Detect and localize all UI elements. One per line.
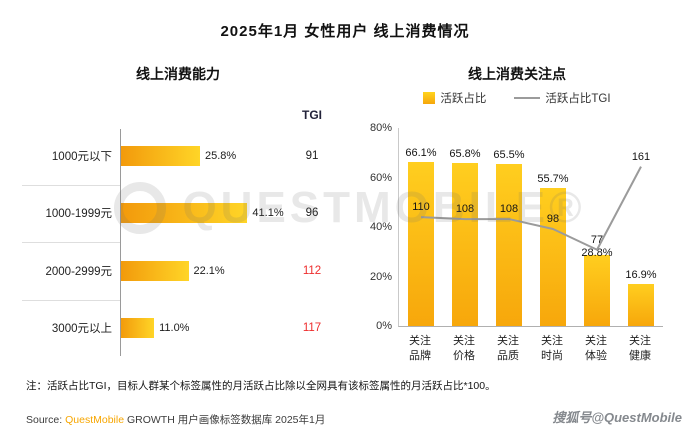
bar bbox=[540, 188, 566, 326]
x-axis-label-line: 时尚 bbox=[541, 349, 563, 362]
x-axis-label: 关注 品质 bbox=[484, 334, 532, 364]
tgi-value: 96 bbox=[305, 207, 319, 220]
value-label: 41.1% bbox=[252, 207, 284, 220]
watermark-bottom-right: 搜狐号@QuestMobile bbox=[552, 410, 682, 425]
x-axis-label-line: 价格 bbox=[453, 349, 475, 362]
legend-item-bar: 活跃占比 bbox=[423, 90, 486, 106]
legend-item-line: 活跃占比TGI bbox=[514, 90, 611, 106]
tgi-value: 91 bbox=[305, 149, 319, 162]
y-axis-tick: 20% bbox=[369, 270, 392, 283]
left-chart-row: 1000元以下 25.8% 91 bbox=[22, 127, 334, 185]
x-axis-label-line: 健康 bbox=[629, 349, 651, 362]
source-rest: GROWTH 用户画像标签数据库 2025年1月 bbox=[124, 414, 326, 426]
left-chart-row: 3000元以上 11.0% 117 bbox=[22, 300, 334, 358]
value-label: 28.8% bbox=[581, 246, 613, 259]
x-axis-label-line: 品牌 bbox=[409, 349, 431, 362]
source-brand: QuestMobile bbox=[65, 414, 125, 426]
x-axis-label: 关注 价格 bbox=[440, 334, 488, 364]
left-chart-axis bbox=[120, 129, 121, 356]
bar bbox=[120, 203, 248, 224]
bar-area: 11.0% bbox=[120, 318, 290, 339]
line-swatch-icon bbox=[514, 97, 541, 99]
value-label: 25.8% bbox=[204, 149, 237, 162]
bar-swatch-icon bbox=[423, 92, 436, 104]
bar bbox=[120, 145, 200, 166]
bar bbox=[408, 162, 434, 326]
right-chart-plot: 66.1% 110 65.8% 108 65.5% 108 55.7% 98 28.8% 77 16… bbox=[398, 128, 663, 327]
x-axis-label-line: 关注 bbox=[409, 335, 431, 347]
source-prefix: Source: bbox=[26, 414, 66, 426]
category-separator bbox=[22, 299, 120, 301]
x-axis-label-line: 关注 bbox=[497, 335, 519, 347]
x-axis-label: 关注 健康 bbox=[616, 334, 664, 364]
value-label: 66.1% bbox=[405, 147, 437, 160]
left-chart-row: 2000-2999元 22.1% 112 bbox=[22, 242, 334, 300]
x-axis-label-line: 体验 bbox=[585, 349, 607, 362]
left-chart-title: 线上消费能力 bbox=[136, 66, 220, 82]
y-axis-tick: 80% bbox=[369, 122, 392, 134]
tgi-value: 112 bbox=[302, 264, 322, 277]
category-label: 2000-2999元 bbox=[45, 265, 113, 278]
category-label: 1000元以下 bbox=[51, 150, 112, 163]
x-axis-label-line: 关注 bbox=[629, 335, 651, 347]
value-label: 55.7% bbox=[537, 173, 569, 186]
legend-label: 活跃占比 bbox=[440, 93, 487, 105]
left-chart-row: 1000-1999元 41.1% 96 bbox=[22, 185, 334, 243]
category-label: 3000元以上 bbox=[51, 323, 112, 336]
tgi-value: 108 bbox=[455, 203, 475, 216]
bar-area: 22.1% bbox=[120, 260, 290, 281]
bar bbox=[120, 318, 155, 339]
right-chart-legend: 活跃占比 活跃占比TGI bbox=[352, 90, 682, 106]
x-axis-label-line: 关注 bbox=[541, 335, 563, 347]
x-axis-label: 关注 体验 bbox=[572, 334, 620, 364]
value-label: 22.1% bbox=[193, 264, 225, 277]
tgi-value: 117 bbox=[302, 322, 322, 335]
left-chart: 1000元以下 25.8% 91 1000-1999元 41.1% 96 2000-2999… bbox=[22, 127, 334, 357]
x-axis-label: 关注 品牌 bbox=[396, 334, 444, 364]
bar bbox=[496, 163, 522, 326]
x-axis-label-line: 关注 bbox=[585, 335, 607, 347]
tgi-value: 161 bbox=[631, 150, 651, 163]
tgi-value: 77 bbox=[590, 233, 604, 246]
bar bbox=[584, 254, 610, 326]
value-label: 65.8% bbox=[449, 148, 481, 161]
bar-area: 25.8% bbox=[120, 145, 290, 166]
tgi-value: 98 bbox=[546, 212, 560, 225]
y-axis-tick: 40% bbox=[369, 221, 392, 233]
y-axis-tick: 60% bbox=[369, 171, 392, 184]
value-label: 16.9% bbox=[625, 269, 657, 282]
value-label: 11.0% bbox=[159, 322, 190, 335]
bar-area: 41.1% bbox=[120, 203, 290, 224]
bar bbox=[120, 260, 189, 281]
legend-label: 活跃占比TGI bbox=[545, 93, 611, 105]
category-label: 1000-1999元 bbox=[45, 208, 113, 221]
source-line: Source: QuestMobile GROWTH 用户画像标签数据库 202… bbox=[26, 412, 325, 427]
category-separator bbox=[22, 184, 120, 186]
category-separator bbox=[22, 242, 120, 243]
x-axis-label-line: 品质 bbox=[497, 349, 519, 362]
tgi-value: 108 bbox=[499, 203, 519, 216]
tgi-value: 110 bbox=[412, 201, 430, 214]
bar bbox=[452, 163, 478, 326]
left-chart-rows: 1000元以下 25.8% 91 1000-1999元 41.1% 96 2000-2999… bbox=[22, 127, 334, 357]
right-chart-title: 线上消费关注点 bbox=[468, 66, 566, 82]
bar bbox=[628, 284, 654, 326]
tgi-column-header: TGI bbox=[302, 108, 322, 122]
footnote: 注：活跃占比TGI，目标人群某个标签属性的月活跃占比除以全网具有该标签属性的月活… bbox=[26, 380, 496, 392]
x-axis-label: 关注 时尚 bbox=[528, 334, 576, 364]
page-title: 2025年1月 女性用户 线上消费情况 bbox=[220, 23, 470, 40]
value-label: 65.5% bbox=[493, 148, 525, 161]
right-chart: 66.1% 110 65.8% 108 65.5% 108 55.7% 98 28.8% 77 16… bbox=[352, 122, 688, 384]
y-axis-tick: 0% bbox=[376, 320, 392, 332]
x-axis-label-line: 关注 bbox=[453, 335, 475, 347]
